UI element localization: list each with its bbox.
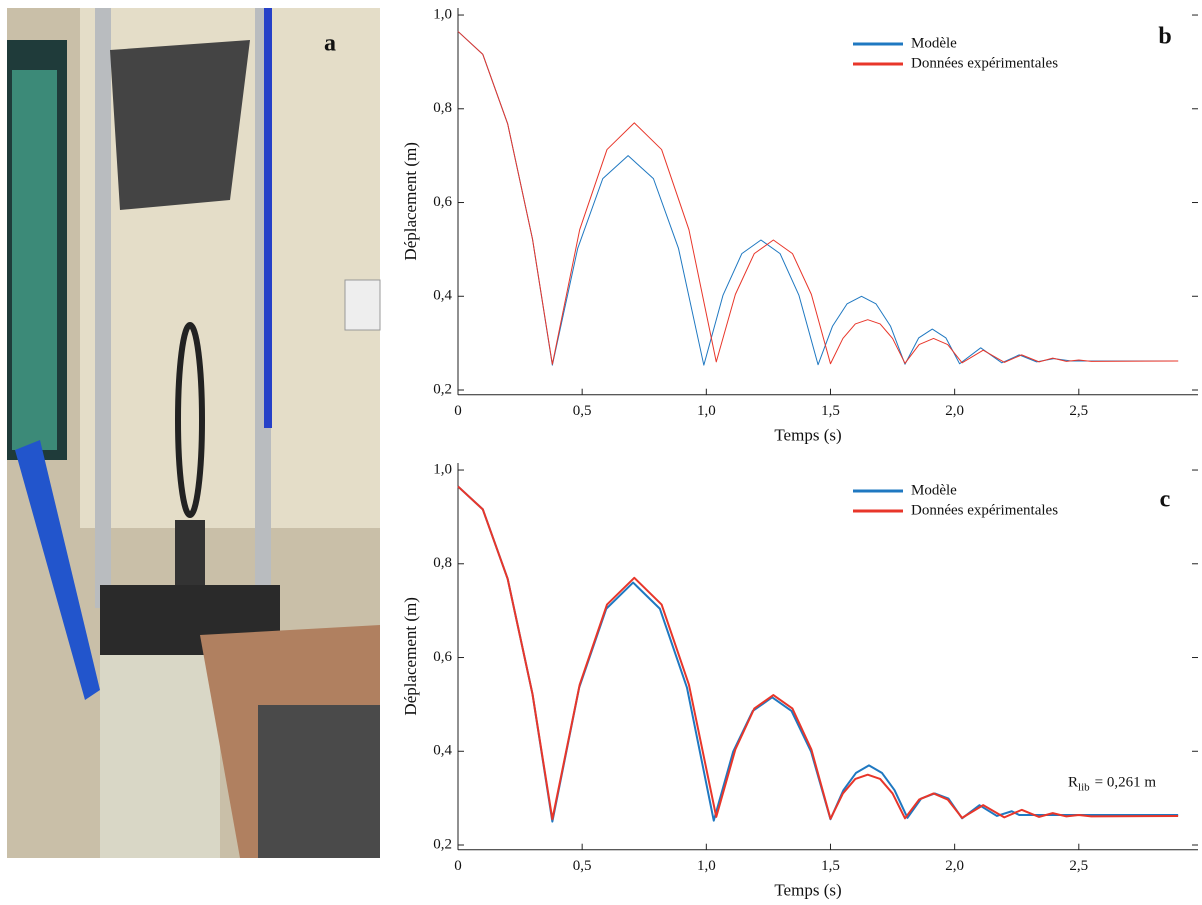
photo-window-glass: [12, 70, 57, 450]
x-tick-label: 2,5: [1069, 858, 1088, 874]
y-tick-label: 1,0: [433, 6, 452, 22]
data-line: [457, 485, 1179, 821]
y-tick-label: 1,0: [433, 461, 452, 477]
data-line: [457, 31, 1179, 365]
x-axis-title: Temps (s): [774, 881, 841, 900]
photo-cabinet: [100, 655, 220, 858]
photo-wheel: [175, 322, 205, 518]
y-tick-label: 0,8: [433, 100, 452, 116]
photo-column: [95, 8, 111, 608]
photo-arm: [15, 440, 100, 700]
y-tick-label: 0,2: [433, 836, 452, 852]
photo-frame: [110, 40, 250, 210]
photo-mat: [258, 705, 380, 858]
legend-label: Données expérimentales: [911, 55, 1058, 71]
x-tick-label: 2,5: [1069, 403, 1088, 419]
x-tick-label: 1,5: [821, 403, 840, 419]
photo-weight: [175, 520, 205, 595]
annotation-text: = 0,261 m: [1095, 775, 1157, 791]
x-axis-title: Temps (s): [774, 426, 841, 445]
annotation: Rlib = 0,261 m: [1068, 775, 1156, 793]
y-tick-label: 0,6: [433, 649, 452, 665]
x-tick-label: 0: [454, 858, 462, 874]
y-tick-label: 0,8: [433, 555, 452, 571]
x-tick-label: 0,5: [573, 403, 592, 419]
x-tick-label: 2,0: [945, 858, 964, 874]
y-tick-label: 0,2: [433, 381, 452, 397]
photo-rail: [264, 8, 272, 428]
x-tick-label: 1,0: [697, 858, 716, 874]
annotation-subscript: lib: [1078, 781, 1090, 793]
y-tick-label: 0,4: [433, 288, 452, 304]
x-tick-label: 1,5: [821, 858, 840, 874]
y-tick-label: 0,6: [433, 194, 452, 210]
x-tick-label: 1,0: [697, 403, 716, 419]
legend-label: Modèle: [911, 482, 957, 498]
y-axis-title: Déplacement (m): [401, 142, 420, 260]
x-tick-label: 0: [454, 403, 462, 419]
x-tick-label: 2,0: [945, 403, 964, 419]
legend-label: Données expérimentales: [911, 502, 1058, 518]
photo: a: [7, 8, 381, 858]
panel-label: b: [1158, 24, 1171, 50]
y-axis-title: Déplacement (m): [401, 597, 420, 715]
annotation-symbol: R: [1068, 775, 1078, 791]
photo-display: [344, 279, 381, 331]
panel-label: a: [324, 31, 336, 57]
panel-label: c: [1160, 487, 1171, 513]
x-tick-label: 0,5: [573, 858, 592, 874]
data-line: [457, 31, 1179, 366]
legend-label: Modèle: [911, 35, 957, 51]
y-tick-label: 0,4: [433, 743, 452, 759]
